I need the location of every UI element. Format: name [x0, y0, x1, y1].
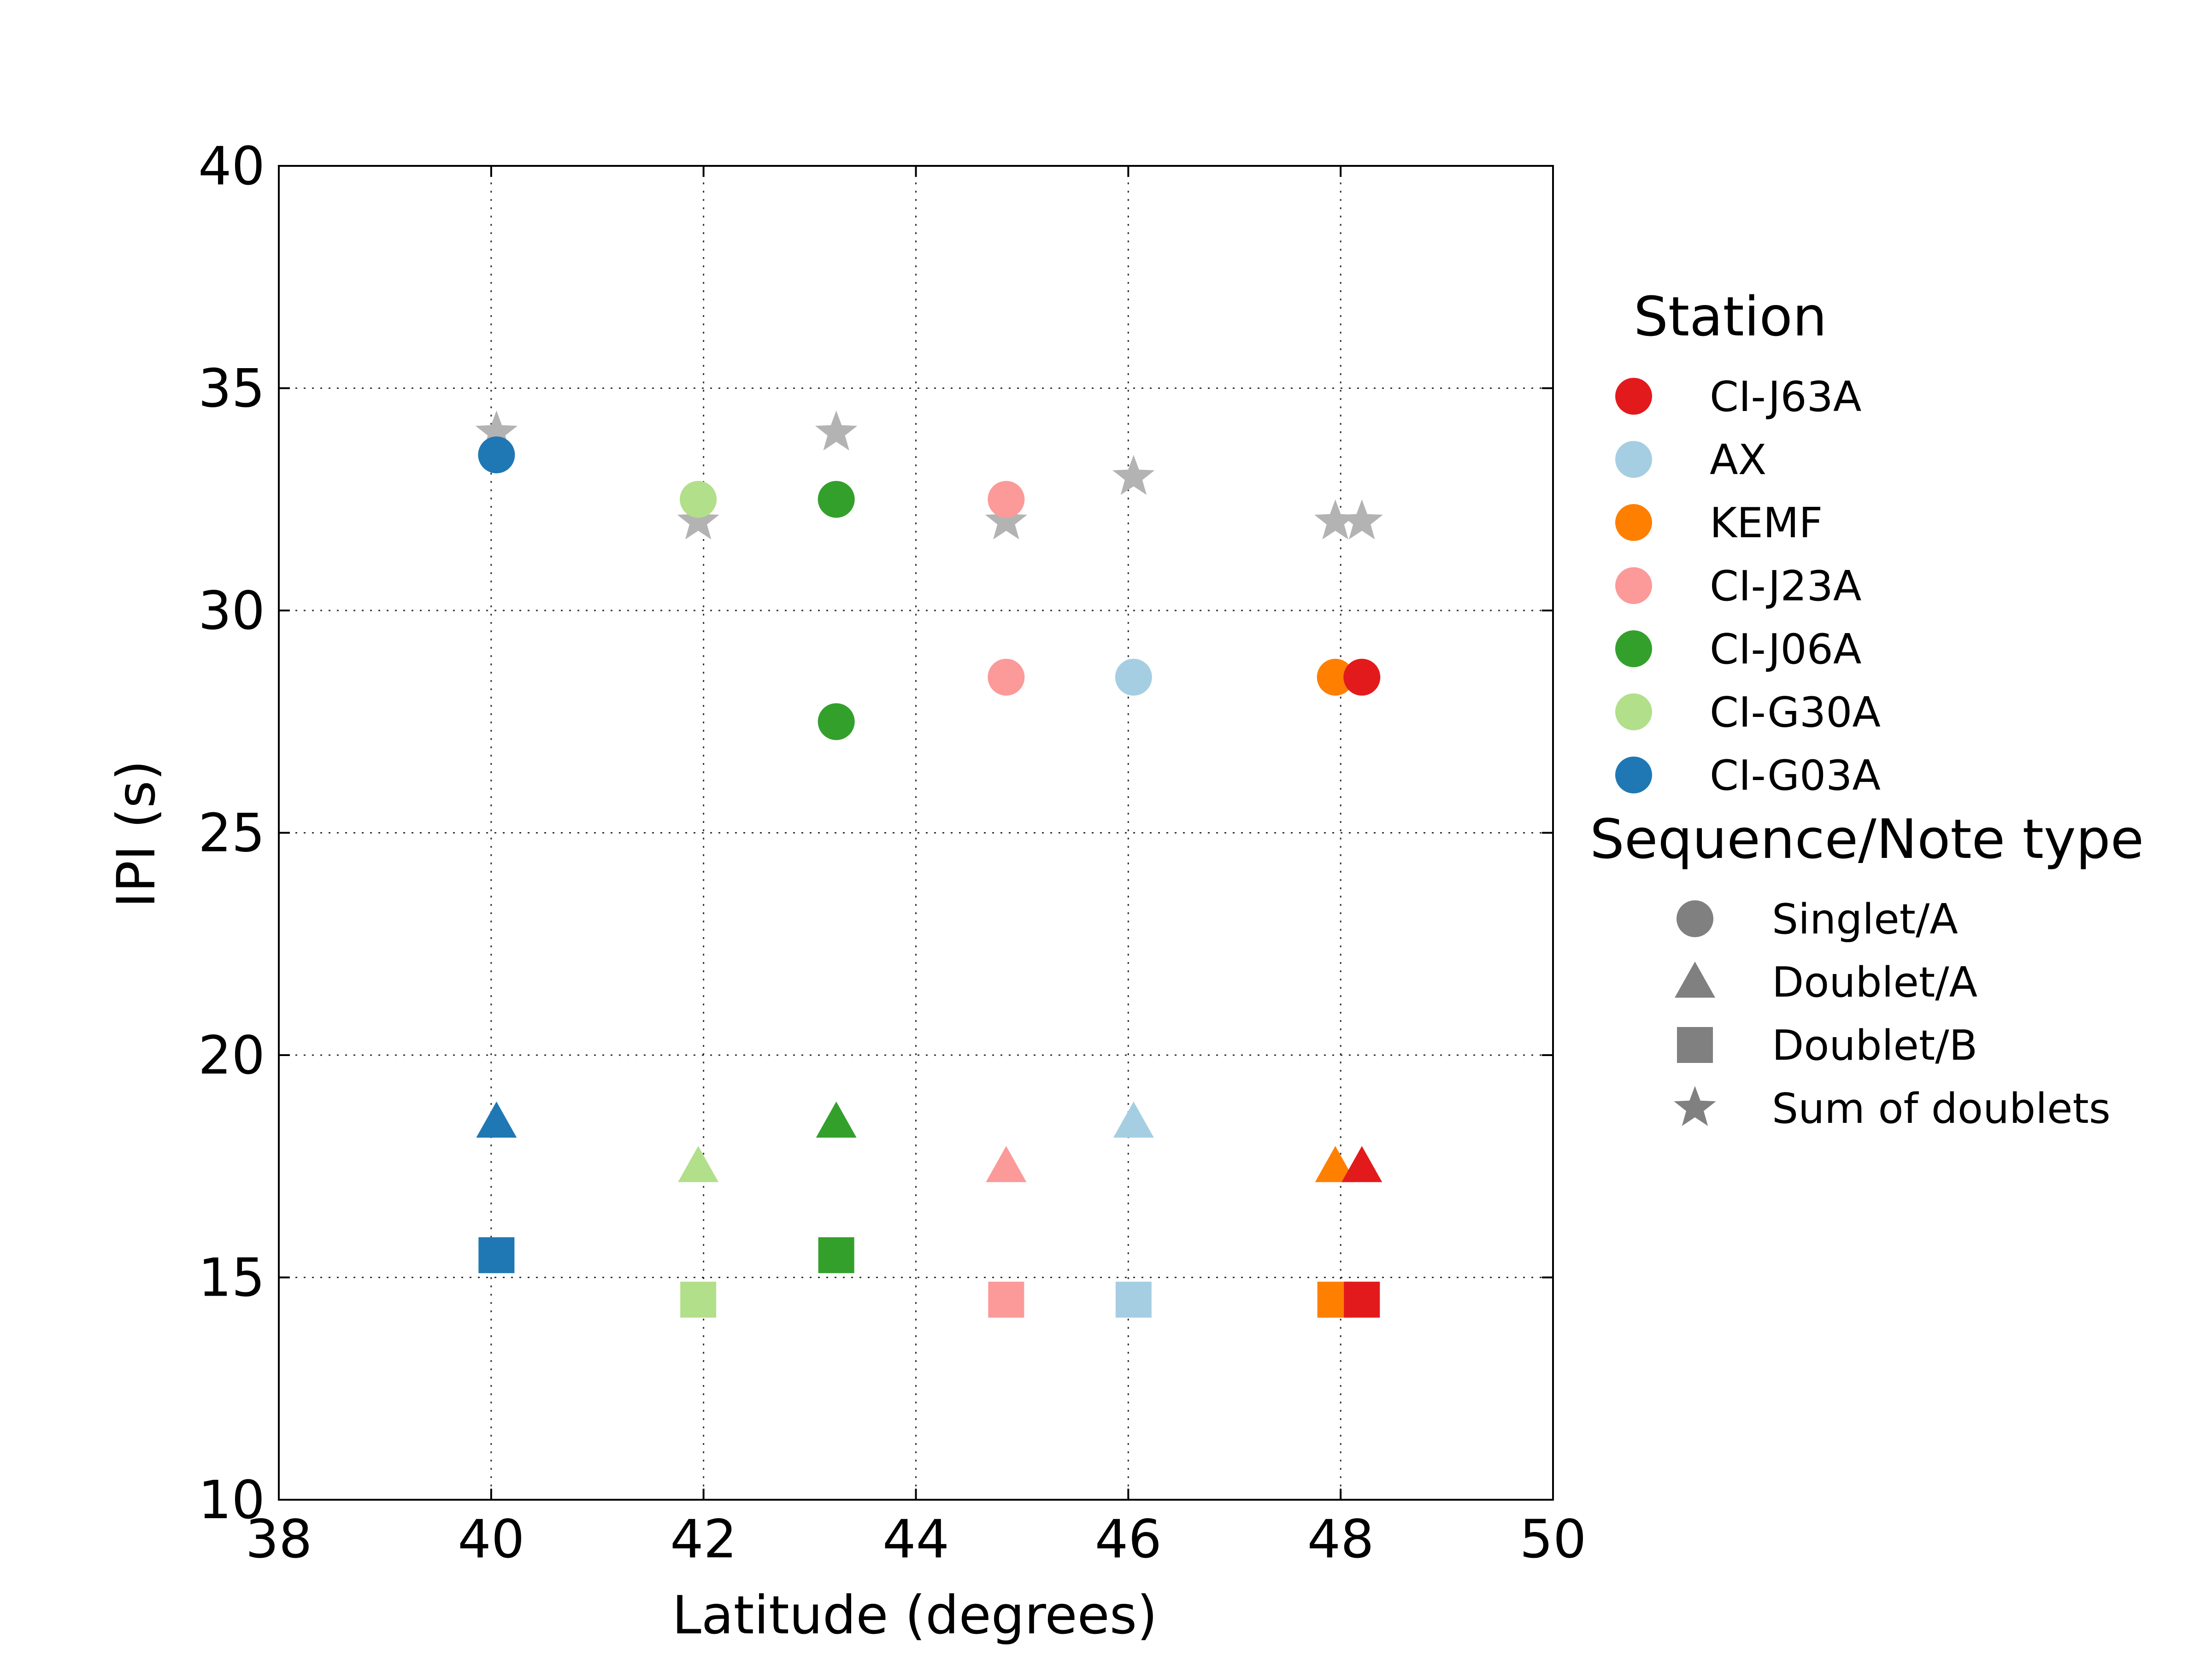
data-point-star — [1341, 499, 1383, 540]
x-tick-label: 48 — [1307, 1508, 1374, 1570]
y-tick-label: 20 — [198, 1025, 265, 1086]
data-point-triangle — [678, 1146, 719, 1182]
legend-label-station: KEMF — [1710, 499, 1823, 547]
data-point-circle — [818, 703, 855, 740]
legend-marker-ci-j06a — [1615, 630, 1652, 667]
y-tick-label: 25 — [198, 803, 265, 864]
axes: 38 40 42 44 46 48 50 10 15 20 25 30 35 40 — [198, 135, 1587, 1570]
y-tick-label: 10 — [198, 1469, 265, 1531]
legend-label-type: Doublet/B — [1772, 1021, 1977, 1070]
data-point-star — [1112, 455, 1155, 495]
data-points — [475, 411, 1383, 1318]
x-axis-label: Latitude (degrees) — [672, 1585, 1157, 1646]
legend-marker-triangle — [1675, 962, 1715, 998]
legend-marker-ci-j63a — [1615, 378, 1652, 415]
data-point-star — [677, 499, 719, 540]
data-point-square — [1344, 1281, 1380, 1318]
legend-marker-ci-g03a — [1615, 757, 1652, 793]
legend-label-station: CI-J63A — [1710, 373, 1862, 421]
data-point-square — [1115, 1281, 1152, 1318]
data-point-star — [815, 411, 858, 451]
legend-label-type: Doublet/A — [1772, 958, 1977, 1007]
data-point-circle — [818, 481, 855, 518]
data-point-circle — [1343, 658, 1381, 696]
legend-label-station: AX — [1710, 436, 1766, 484]
x-tick-label: 44 — [882, 1508, 949, 1570]
data-point-triangle — [476, 1101, 517, 1138]
legend-marker-ax — [1615, 441, 1652, 478]
y-tick-label: 30 — [198, 580, 265, 641]
y-axis-label: IPI (s) — [106, 760, 167, 908]
y-tick-label: 40 — [198, 135, 265, 197]
legend-label-type: Sum of doublets — [1772, 1085, 2111, 1133]
data-point-star — [475, 411, 518, 451]
legend-label-station: CI-J23A — [1710, 562, 1862, 610]
data-point-circle — [1317, 658, 1354, 696]
y-tick-label: 35 — [198, 358, 265, 419]
data-point-square — [988, 1281, 1024, 1318]
data-point-triangle — [986, 1146, 1027, 1182]
data-point-square — [818, 1237, 854, 1274]
data-point-circle — [478, 436, 515, 474]
legend-marker-ci-j23a — [1615, 567, 1652, 604]
legend-label-type: Singlet/A — [1772, 895, 1958, 944]
data-point-circle — [988, 658, 1025, 696]
x-tick-label: 38 — [245, 1508, 312, 1570]
x-tick-label: 50 — [1519, 1508, 1586, 1570]
data-point-circle — [680, 481, 717, 518]
legend-marker-kemf — [1615, 504, 1652, 541]
legend-marker-square — [1677, 1027, 1713, 1063]
data-point-triangle — [1113, 1101, 1154, 1138]
data-point-triangle — [816, 1101, 857, 1138]
data-point-triangle — [1315, 1146, 1356, 1182]
legend: Station CI-J63A AX KEMF CI-J23A CI-J06A CI-G30… — [1590, 285, 2144, 1133]
data-point-circle — [988, 481, 1025, 518]
legend-marker-circle — [1677, 900, 1713, 937]
legend-marker-ci-g30a — [1615, 693, 1652, 730]
y-tick-label: 15 — [198, 1247, 265, 1309]
data-point-square — [680, 1281, 717, 1318]
legend-label-station: CI-G03A — [1710, 751, 1881, 800]
legend-marker-star — [1674, 1086, 1716, 1126]
data-point-star — [985, 499, 1027, 540]
x-tick-label: 40 — [458, 1508, 524, 1570]
x-tick-label: 46 — [1095, 1508, 1162, 1570]
legend-label-station: CI-J06A — [1710, 625, 1862, 674]
station-legend-title: Station — [1634, 285, 1827, 348]
data-point-circle — [1115, 658, 1152, 696]
data-point-triangle — [1341, 1146, 1382, 1182]
type-legend-title: Sequence/Note type — [1590, 807, 2144, 871]
data-point-star — [1314, 499, 1357, 540]
x-tick-label: 42 — [670, 1508, 737, 1570]
grid-lines — [279, 166, 1553, 1500]
legend-label-station: CI-G30A — [1710, 688, 1881, 737]
data-point-square — [478, 1237, 515, 1274]
